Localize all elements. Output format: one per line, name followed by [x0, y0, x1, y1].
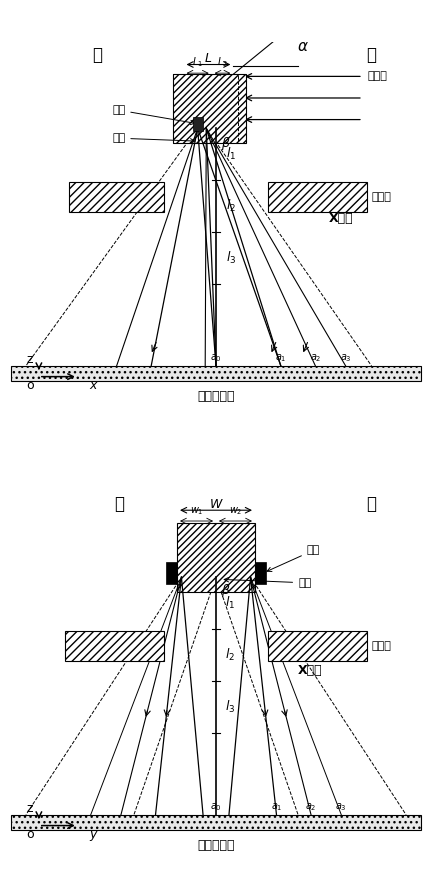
Text: $a_2$: $a_2$: [310, 352, 321, 364]
Bar: [173, 74, 246, 143]
Text: W: W: [210, 499, 222, 511]
Text: β: β: [221, 584, 229, 597]
Text: $a_0$: $a_0$: [210, 352, 222, 364]
Text: X射线: X射线: [298, 663, 323, 677]
Text: 左: 左: [92, 46, 102, 64]
Text: $L_1$: $L_1$: [192, 55, 203, 68]
Bar: [268, 182, 367, 212]
Text: 右: 右: [366, 46, 377, 64]
Bar: [65, 631, 164, 661]
Text: $a_0$: $a_0$: [210, 801, 222, 813]
Bar: [11, 366, 421, 381]
Text: X射线: X射线: [328, 212, 353, 226]
Text: 焦点: 焦点: [112, 105, 195, 124]
Bar: [166, 562, 177, 584]
Text: o: o: [26, 379, 34, 392]
Text: o: o: [26, 828, 34, 841]
Text: $l_2$: $l_2$: [225, 647, 235, 663]
Text: 上: 上: [114, 495, 124, 513]
Text: 钨靶: 钨靶: [267, 546, 320, 572]
Text: 铅锥孔: 铅锥孔: [372, 641, 391, 652]
Text: z: z: [27, 353, 34, 366]
Text: $a_3$: $a_3$: [335, 801, 347, 813]
Bar: [268, 631, 367, 661]
Text: $a_1$: $a_1$: [275, 352, 286, 364]
Text: $a_1$: $a_1$: [271, 801, 282, 813]
Text: 平板探测器: 平板探测器: [197, 389, 235, 403]
Text: $l_3$: $l_3$: [225, 699, 235, 715]
Text: 下: 下: [366, 495, 377, 513]
Text: $a_3$: $a_3$: [340, 352, 352, 364]
Text: $l_1$: $l_1$: [226, 146, 236, 162]
Text: 焦点: 焦点: [224, 578, 311, 588]
Text: L: L: [205, 52, 212, 65]
Text: $a_2$: $a_2$: [305, 801, 317, 813]
Text: x: x: [89, 379, 97, 392]
Text: $w_2$: $w_2$: [229, 505, 242, 517]
Text: y: y: [89, 828, 97, 841]
Text: 平板探测器: 平板探测器: [197, 838, 235, 852]
Text: $L_2$: $L_2$: [217, 55, 228, 68]
Text: $l_1$: $l_1$: [225, 595, 235, 611]
Bar: [193, 117, 203, 132]
Text: 钨靶: 钨靶: [112, 133, 195, 143]
Bar: [255, 562, 266, 584]
Text: 铅锥孔: 铅锥孔: [372, 192, 391, 203]
Bar: [177, 523, 255, 592]
Text: z: z: [27, 802, 34, 815]
Text: $l_2$: $l_2$: [226, 198, 236, 214]
Bar: [11, 815, 421, 830]
Bar: [69, 182, 164, 212]
Text: β: β: [221, 137, 229, 150]
Text: $w_1$: $w_1$: [190, 505, 203, 517]
Text: 电子束: 电子束: [367, 71, 387, 82]
Text: α: α: [297, 38, 308, 53]
Text: $l_3$: $l_3$: [226, 250, 236, 266]
